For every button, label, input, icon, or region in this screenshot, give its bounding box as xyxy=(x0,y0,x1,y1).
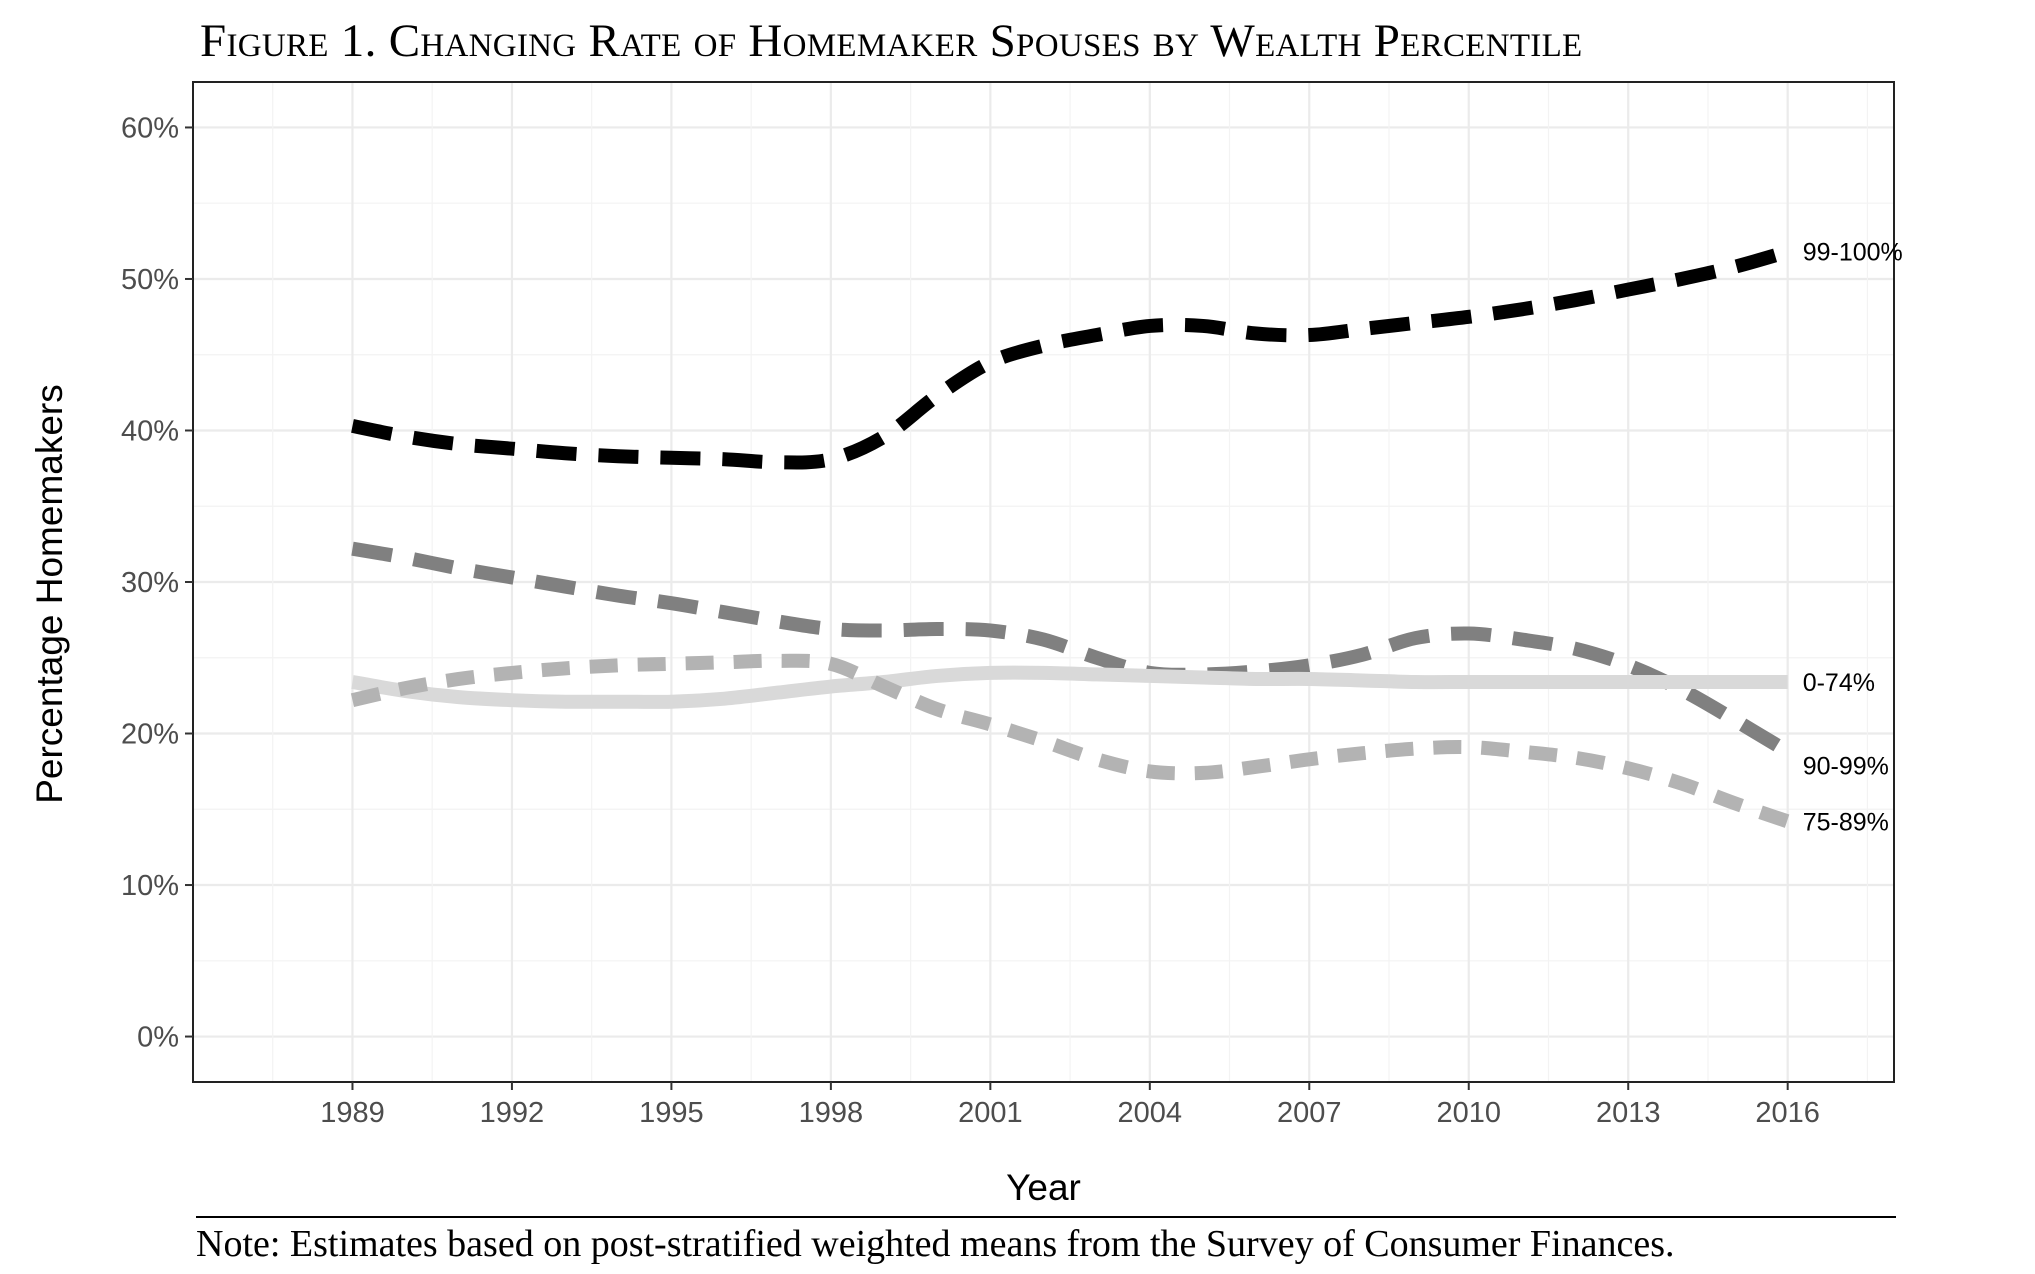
x-tick-label: 2001 xyxy=(958,1097,1023,1129)
x-tick-label: 1989 xyxy=(320,1097,385,1129)
x-tick-label: 1998 xyxy=(799,1097,864,1129)
series-line-90-99% xyxy=(351,541,1792,758)
x-tick-label: 2007 xyxy=(1277,1097,1342,1129)
x-tick-label: 2016 xyxy=(1755,1097,1820,1129)
grid-layer xyxy=(193,82,1894,1082)
y-tick-label: 20% xyxy=(121,719,179,751)
series-end-label: 99-100% xyxy=(1803,239,1903,267)
series-end-label: 0-74% xyxy=(1803,669,1875,697)
y-tick-label: 40% xyxy=(121,415,179,447)
y-tick-label: 30% xyxy=(121,567,179,599)
series-line-75-89% xyxy=(350,653,1790,829)
x-tick-label: 2010 xyxy=(1436,1097,1501,1129)
series-line-0-74% xyxy=(351,665,1788,709)
series-end-label: 90-99% xyxy=(1803,753,1889,781)
x-axis-title: Year xyxy=(1006,1167,1081,1208)
series-line-99-100% xyxy=(351,244,1790,470)
y-tick-label: 50% xyxy=(121,264,179,296)
line-chart: 0% 10% 20% 30% 40% 50% 60% 1989 1992 1995 1998 2001… xyxy=(29,81,1903,1208)
x-tick-label: 2013 xyxy=(1596,1097,1661,1129)
note-divider xyxy=(196,1216,1896,1218)
label-layer: 99-100% 90-99% 0-74% 75-89% xyxy=(1803,239,1903,837)
x-tick-label: 1995 xyxy=(639,1097,704,1129)
y-tick-label: 60% xyxy=(121,112,179,144)
x-tick-label: 2004 xyxy=(1118,1097,1183,1129)
figure-title: Figure 1. Changing Rate of Homemaker Spo… xyxy=(200,15,1583,67)
y-axis-title: Percentage Homemakers xyxy=(29,384,70,804)
axis-layer: 0% 10% 20% 30% 40% 50% 60% 1989 1992 1995 1998 2001… xyxy=(121,112,1820,1129)
series-end-label: 75-89% xyxy=(1803,808,1889,836)
figure-note: Note: Estimates based on post-stratified… xyxy=(196,1223,1675,1265)
series-layer xyxy=(350,244,1792,829)
y-tick-label: 0% xyxy=(137,1022,179,1054)
y-tick-label: 10% xyxy=(121,870,179,902)
x-tick-label: 1992 xyxy=(480,1097,545,1129)
